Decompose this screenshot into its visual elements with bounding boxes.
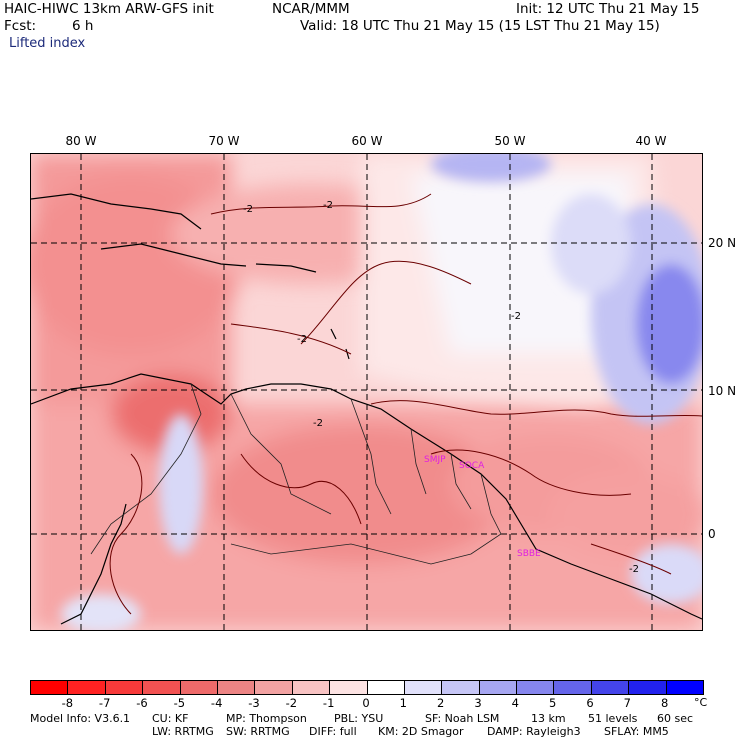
contour-label: -2 (629, 564, 639, 575)
colorbar-tick-label: -6 (136, 696, 148, 710)
station-label-sbbe: SBBE (517, 549, 541, 559)
org-label: NCAR/MMM (272, 1, 350, 17)
colorbar-swatch (292, 681, 331, 694)
footer-diff: DIFF: full (309, 725, 357, 738)
footer-mp: MP: Thompson (226, 712, 307, 725)
colorbar (30, 680, 704, 695)
lon-label-60w: 60 W (351, 134, 383, 148)
contour-label: -2 (243, 204, 253, 215)
contour-label-group: -2 -2 -2 -2 -2 -2 (243, 200, 639, 575)
colorbar-tick-label: -1 (322, 696, 335, 710)
colorbar-swatch (180, 681, 218, 694)
footer-resolution: 13 km (531, 712, 566, 725)
colorbar-swatch (68, 681, 106, 694)
lat-label-10n: 10 N (708, 384, 737, 398)
footer-sw: SW: RRTMG (226, 725, 290, 738)
colorbar-tick-label: 4 (511, 696, 519, 710)
colorbar-tick-label: 7 (623, 696, 631, 710)
colorbar-swatch (591, 681, 630, 694)
footer-cu: CU: KF (152, 712, 189, 725)
lifted-index-map: -2 -2 -2 -2 -2 -2 SMJP SOCA SBBE (30, 153, 703, 631)
coastlines (31, 193, 702, 625)
colorbar-tick-label: -4 (210, 696, 223, 710)
colorbar-tick-label: -8 (61, 696, 74, 710)
colorbar-unit: °C (694, 696, 708, 709)
forecast-hour: 6 h (72, 18, 94, 34)
footer-pbl: PBL: YSU (334, 712, 384, 725)
colorbar-swatch (666, 681, 704, 694)
colorbar-swatch (330, 681, 368, 694)
colorbar-tick-label: 8 (660, 696, 669, 710)
contour-label: -2 (511, 311, 521, 322)
negative-field-shading (31, 154, 702, 630)
colorbar-swatch (442, 681, 480, 694)
lat-label-20n: 20 N (708, 236, 737, 250)
footer-model-info: Model Info: V3.6.1 (30, 712, 131, 725)
colorbar-tick-label: 2 (436, 696, 445, 710)
colorbar-tick-label: 3 (474, 696, 482, 710)
colorbar-swatch (554, 681, 592, 694)
colorbar-swatch (404, 681, 443, 694)
country-borders (90, 383, 502, 565)
colorbar-tick-label: 5 (548, 696, 557, 710)
init-time: Init: 12 UTC Thu 21 May 15 (516, 1, 700, 17)
colorbar-swatch (629, 681, 667, 694)
colorbar-swatch (217, 681, 256, 694)
colorbar-swatch (517, 681, 555, 694)
colorbar-tick-label: 0 (362, 696, 370, 710)
colorbar-tick-label: -5 (173, 696, 186, 710)
map-canvas: -2 -2 -2 -2 -2 -2 SMJP SOCA SBBE (31, 154, 702, 630)
colorbar-tick-label: -3 (248, 696, 260, 710)
station-label-smjp: SMJP (424, 455, 446, 465)
lon-label-70w: 70 W (208, 134, 240, 148)
positive-field-shading (61, 154, 702, 630)
footer-damp: DAMP: Rayleigh3 (487, 725, 581, 738)
footer-lw: LW: RRTMG (152, 725, 214, 738)
colorbar-swatch (31, 681, 69, 694)
contour-label: -2 (323, 200, 333, 211)
station-label-soca: SOCA (459, 461, 485, 471)
lon-label-80w: 80 W (65, 134, 97, 148)
lat-label-0: 0 (708, 527, 716, 541)
station-label-group: SMJP SOCA SBBE (424, 455, 541, 559)
colorbar-swatch (479, 681, 518, 694)
colorbar-swatch (255, 681, 293, 694)
colorbar-tick-label: 6 (586, 696, 594, 710)
colorbar-swatch (143, 681, 181, 694)
contour-lines (109, 193, 702, 615)
forecast-label: Fcst: (4, 18, 37, 34)
contour-label: -2 (297, 334, 307, 345)
colorbar-tick-label: -2 (285, 696, 298, 710)
footer-km: KM: 2D Smagor (378, 725, 464, 738)
lon-label-40w: 40 W (635, 134, 667, 148)
colorbar-swatch (105, 681, 144, 694)
colorbar-swatch (367, 681, 405, 694)
valid-time: Valid: 18 UTC Thu 21 May 15 (15 LST Thu … (300, 18, 660, 34)
graticule (31, 154, 702, 630)
colorbar-tick-label: 1 (399, 696, 407, 710)
field-name: Lifted index (9, 36, 86, 51)
colorbar-tick-label: -7 (98, 696, 111, 710)
contour-label: -2 (313, 418, 323, 429)
footer-sf: SF: Noah LSM (425, 712, 500, 725)
footer-sflay: SFLAY: MM5 (604, 725, 669, 738)
model-title: HAIC-HIWC 13km ARW-GFS init (4, 1, 214, 17)
footer-levels: 51 levels (588, 712, 638, 725)
lon-label-50w: 50 W (494, 134, 526, 148)
footer-timestep: 60 sec (657, 712, 694, 725)
